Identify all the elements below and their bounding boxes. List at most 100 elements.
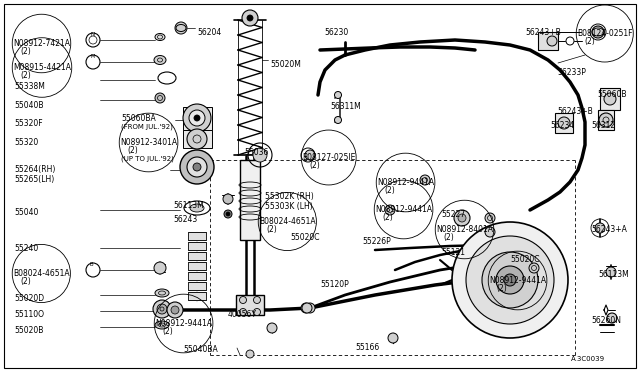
Circle shape bbox=[239, 296, 246, 304]
Circle shape bbox=[482, 252, 538, 308]
Text: (2): (2) bbox=[309, 161, 320, 170]
Bar bbox=[188, 282, 206, 290]
Text: (2): (2) bbox=[20, 47, 31, 56]
Circle shape bbox=[157, 304, 167, 314]
Text: M: M bbox=[91, 55, 95, 60]
Text: 55110O: 55110O bbox=[14, 310, 44, 319]
Bar bbox=[598, 110, 614, 130]
Circle shape bbox=[183, 104, 211, 132]
Text: 56113M: 56113M bbox=[598, 270, 628, 279]
Bar bbox=[555, 113, 573, 133]
Text: N08912-8401A: N08912-8401A bbox=[436, 225, 493, 234]
Text: 55265(LH): 55265(LH) bbox=[14, 175, 54, 184]
Text: (FROM JUL.'92): (FROM JUL.'92) bbox=[121, 123, 173, 129]
Text: 55240: 55240 bbox=[14, 244, 38, 253]
Text: N08912-9441A: N08912-9441A bbox=[489, 276, 546, 285]
Circle shape bbox=[86, 33, 100, 47]
Text: 55020C: 55020C bbox=[290, 233, 319, 242]
Text: 55302K (RH): 55302K (RH) bbox=[265, 192, 314, 201]
Text: N08912-7421A: N08912-7421A bbox=[13, 39, 70, 48]
Text: N: N bbox=[91, 32, 95, 38]
Text: (2): (2) bbox=[20, 277, 31, 286]
Text: 56243: 56243 bbox=[173, 215, 197, 224]
Text: 55166: 55166 bbox=[355, 343, 380, 352]
Circle shape bbox=[420, 175, 430, 185]
Circle shape bbox=[485, 213, 495, 223]
Text: (2): (2) bbox=[382, 213, 393, 222]
Text: 56311M: 56311M bbox=[330, 102, 361, 111]
Circle shape bbox=[496, 266, 524, 294]
Circle shape bbox=[247, 15, 253, 21]
Ellipse shape bbox=[184, 201, 210, 215]
Circle shape bbox=[253, 296, 260, 304]
Circle shape bbox=[466, 236, 554, 324]
Circle shape bbox=[485, 227, 495, 237]
Text: 56312: 56312 bbox=[591, 121, 615, 130]
Circle shape bbox=[604, 93, 616, 105]
Circle shape bbox=[305, 303, 315, 313]
Polygon shape bbox=[183, 107, 212, 130]
Text: 55227: 55227 bbox=[441, 210, 465, 219]
Ellipse shape bbox=[190, 204, 204, 212]
Text: 55040BA: 55040BA bbox=[183, 345, 218, 354]
Text: (2): (2) bbox=[384, 186, 395, 195]
Bar bbox=[600, 88, 620, 110]
Text: 55060B: 55060B bbox=[597, 90, 627, 99]
Text: 56243+A: 56243+A bbox=[591, 225, 627, 234]
Text: (2): (2) bbox=[266, 225, 276, 234]
Circle shape bbox=[242, 10, 258, 26]
Text: 55320: 55320 bbox=[14, 138, 38, 147]
Bar bbox=[188, 232, 206, 240]
Text: 56234: 56234 bbox=[550, 121, 574, 130]
Bar bbox=[538, 32, 558, 50]
Text: N08912-9441A: N08912-9441A bbox=[155, 319, 212, 328]
Text: (2): (2) bbox=[127, 146, 138, 155]
Circle shape bbox=[86, 55, 100, 69]
Text: 55226P: 55226P bbox=[362, 237, 391, 246]
Text: (2): (2) bbox=[443, 233, 454, 242]
Circle shape bbox=[558, 117, 570, 129]
Circle shape bbox=[253, 308, 260, 315]
Circle shape bbox=[305, 150, 315, 160]
Text: 55040B: 55040B bbox=[14, 101, 44, 110]
Circle shape bbox=[547, 36, 557, 46]
Text: B08024-4651A: B08024-4651A bbox=[13, 269, 70, 278]
Text: B08124-0251F: B08124-0251F bbox=[577, 29, 632, 38]
Text: (2): (2) bbox=[162, 327, 173, 336]
Circle shape bbox=[171, 306, 179, 314]
Text: B08024-4651A: B08024-4651A bbox=[259, 217, 316, 226]
Bar bbox=[188, 292, 206, 300]
Polygon shape bbox=[183, 130, 212, 148]
Text: 55020D: 55020D bbox=[14, 294, 44, 303]
Text: 56113M: 56113M bbox=[173, 201, 204, 210]
Circle shape bbox=[607, 313, 617, 323]
Circle shape bbox=[226, 212, 230, 216]
Circle shape bbox=[529, 263, 539, 273]
Circle shape bbox=[385, 205, 395, 215]
Circle shape bbox=[267, 323, 277, 333]
Circle shape bbox=[187, 129, 207, 149]
Circle shape bbox=[335, 116, 342, 124]
Circle shape bbox=[458, 214, 466, 222]
Text: 55040: 55040 bbox=[14, 208, 38, 217]
Text: 55120P: 55120P bbox=[320, 280, 349, 289]
Text: 55036: 55036 bbox=[244, 148, 268, 157]
Text: 55338M: 55338M bbox=[14, 82, 45, 91]
Ellipse shape bbox=[155, 33, 165, 41]
Text: (UP TO JUL.'92): (UP TO JUL.'92) bbox=[121, 156, 174, 163]
Circle shape bbox=[175, 22, 187, 34]
Text: 56204: 56204 bbox=[197, 28, 221, 37]
Ellipse shape bbox=[155, 321, 169, 329]
Bar bbox=[188, 242, 206, 250]
Ellipse shape bbox=[154, 55, 166, 64]
Text: A.3C0039: A.3C0039 bbox=[571, 356, 605, 362]
Bar bbox=[188, 272, 206, 280]
Circle shape bbox=[253, 148, 267, 162]
Circle shape bbox=[223, 194, 233, 204]
Circle shape bbox=[302, 303, 312, 313]
Circle shape bbox=[454, 210, 470, 226]
Circle shape bbox=[189, 110, 205, 126]
Circle shape bbox=[606, 267, 616, 277]
Circle shape bbox=[301, 303, 311, 313]
Circle shape bbox=[194, 115, 200, 121]
